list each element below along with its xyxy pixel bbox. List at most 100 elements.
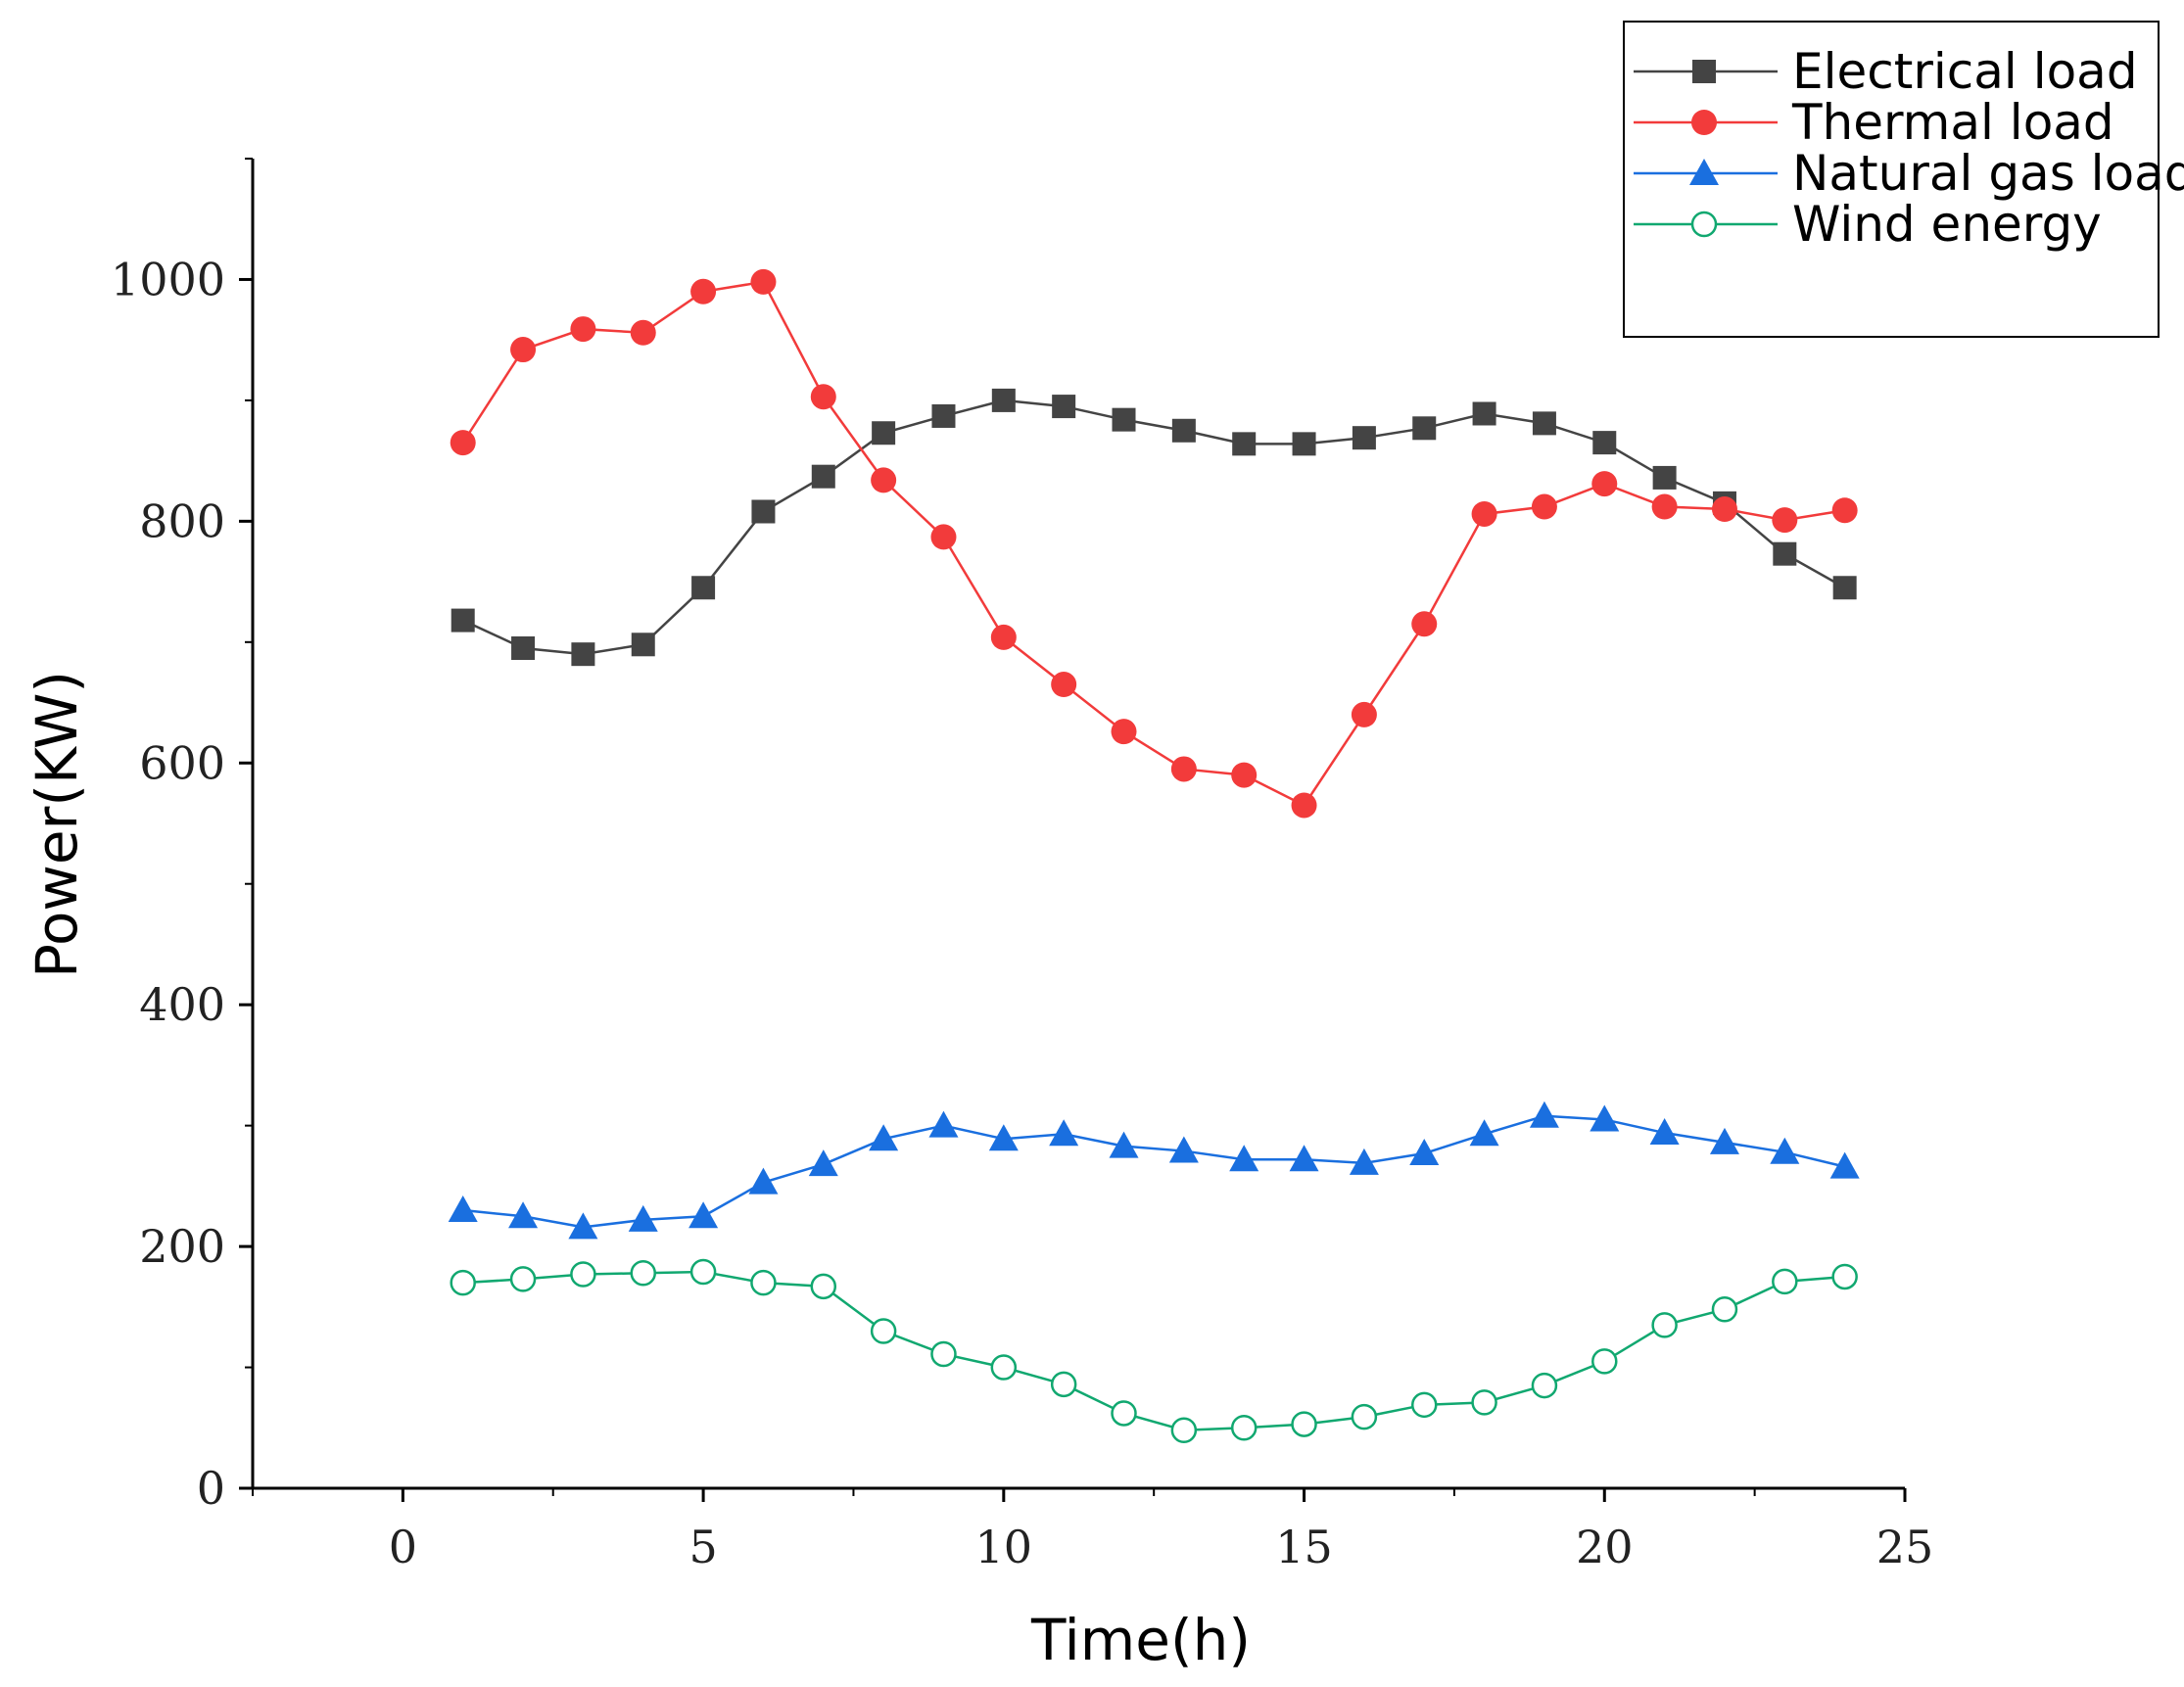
- data-point-wind-energy: [689, 1258, 717, 1286]
- data-point-wind-energy: [1772, 1268, 1798, 1295]
- data-point-thermal-load: [1351, 701, 1377, 727]
- data-point-wind-energy: [1111, 1400, 1137, 1427]
- data-point-thermal-load: [930, 524, 957, 550]
- data-point-thermal-load: [1651, 493, 1678, 520]
- data-point-natural-gas-load: [869, 1124, 899, 1151]
- data-point-wind-energy: [1050, 1371, 1077, 1398]
- data-point-natural-gas-load: [1649, 1118, 1680, 1146]
- y-tick-label: 800: [139, 494, 225, 547]
- data-point-thermal-load: [1531, 493, 1557, 520]
- x-ticks: 0 5 10 15 20 25: [252, 1488, 1933, 1573]
- legend-marker: [1689, 159, 1719, 185]
- legend-marker: [1690, 211, 1718, 238]
- y-tick-label: 1000: [111, 253, 225, 305]
- data-point-natural-gas-load: [1709, 1127, 1739, 1154]
- series-natural-gas-load: [448, 1101, 1860, 1240]
- data-point-thermal-load: [750, 268, 777, 295]
- legend-label: Thermal load: [1791, 94, 2114, 151]
- data-point-thermal-load: [450, 430, 476, 456]
- series-thermal-load: [450, 268, 1858, 819]
- data-point-electrical-load: [931, 403, 956, 428]
- data-point-thermal-load: [1711, 496, 1737, 523]
- data-point-natural-gas-load: [568, 1212, 598, 1240]
- data-point-natural-gas-load: [1529, 1101, 1559, 1128]
- y-tick-label: 600: [139, 736, 225, 789]
- data-point-wind-energy: [810, 1273, 837, 1300]
- data-point-electrical-load: [1052, 395, 1076, 419]
- series-line-thermal-load: [461, 280, 1845, 808]
- y-ticks: 0 200 400 600 800 1000: [111, 158, 253, 1515]
- data-point-wind-energy: [1651, 1312, 1678, 1338]
- data-point-wind-energy: [870, 1318, 897, 1344]
- data-point-thermal-load: [1111, 719, 1137, 745]
- data-point-wind-energy: [1531, 1372, 1558, 1399]
- data-point-electrical-load: [811, 464, 835, 489]
- data-point-thermal-load: [871, 467, 897, 493]
- legend-item-electrical-load: Electrical load: [1634, 43, 2138, 100]
- data-point-electrical-load: [1112, 407, 1136, 432]
- data-point-natural-gas-load: [1049, 1119, 1079, 1147]
- legend-label: Wind energy: [1792, 196, 2102, 253]
- data-point-thermal-load: [690, 278, 717, 305]
- data-point-wind-energy: [1351, 1403, 1378, 1430]
- data-point-natural-gas-load: [628, 1204, 658, 1232]
- plot-area: [448, 268, 1860, 1443]
- data-point-wind-energy: [1471, 1389, 1497, 1416]
- legend-marker: [1692, 60, 1716, 83]
- data-point-natural-gas-load: [1590, 1104, 1620, 1132]
- data-point-wind-energy: [1291, 1411, 1317, 1437]
- data-point-thermal-load: [1591, 471, 1618, 497]
- legend-item-thermal-load: Thermal load: [1634, 94, 2114, 151]
- y-tick-label: 400: [139, 978, 225, 1031]
- data-point-thermal-load: [810, 384, 836, 410]
- data-point-electrical-load: [571, 642, 595, 667]
- data-point-natural-gas-load: [988, 1124, 1019, 1151]
- y-tick-label: 200: [139, 1220, 225, 1273]
- data-point-wind-energy: [509, 1266, 537, 1292]
- data-point-thermal-load: [510, 337, 537, 363]
- data-point-electrical-load: [451, 608, 475, 633]
- data-point-thermal-load: [1231, 762, 1258, 788]
- data-point-electrical-load: [1412, 416, 1437, 441]
- data-point-electrical-load: [691, 576, 716, 600]
- data-point-thermal-load: [990, 624, 1017, 650]
- data-point-electrical-load: [991, 388, 1016, 412]
- data-point-electrical-load: [1472, 401, 1496, 426]
- data-point-electrical-load: [1292, 432, 1316, 456]
- data-point-thermal-load: [570, 316, 596, 343]
- data-point-electrical-load: [1171, 418, 1196, 443]
- legend-item-natural-gas-load: Natural gas load: [1634, 145, 2184, 202]
- data-point-natural-gas-load: [508, 1201, 539, 1229]
- y-axis-title: Power(KW): [24, 671, 90, 978]
- data-point-natural-gas-load: [1829, 1151, 1860, 1179]
- series-line-natural-gas-load: [462, 1114, 1845, 1229]
- data-point-electrical-load: [872, 421, 896, 445]
- data-point-natural-gas-load: [1168, 1136, 1199, 1163]
- data-point-natural-gas-load: [1229, 1145, 1259, 1172]
- data-point-wind-energy: [1591, 1348, 1618, 1375]
- legend-item-wind-energy: Wind energy: [1634, 196, 2102, 253]
- data-point-natural-gas-load: [448, 1195, 478, 1223]
- data-point-wind-energy: [450, 1269, 476, 1296]
- data-point-natural-gas-load: [808, 1149, 838, 1177]
- data-point-electrical-load: [751, 499, 776, 524]
- data-point-electrical-load: [1592, 431, 1617, 455]
- data-point-wind-energy: [990, 1354, 1018, 1381]
- x-tick-label: 5: [688, 1521, 717, 1573]
- data-point-electrical-load: [511, 635, 536, 660]
- x-tick-label: 10: [975, 1521, 1033, 1573]
- data-point-natural-gas-load: [1409, 1139, 1440, 1166]
- data-point-thermal-load: [1291, 792, 1317, 819]
- x-axis-title: Time(h): [1030, 1607, 1251, 1673]
- data-point-wind-energy: [570, 1261, 596, 1288]
- data-point-wind-energy: [630, 1260, 656, 1287]
- data-point-wind-energy: [750, 1269, 777, 1296]
- data-point-wind-energy: [1711, 1296, 1738, 1323]
- axes: 0 200 400 600 800 1000 0 5 10 15 20 25 Time(h) Pow…: [24, 158, 1933, 1673]
- legend-label: Natural gas load: [1792, 145, 2184, 202]
- data-point-natural-gas-load: [928, 1110, 959, 1138]
- data-point-thermal-load: [1411, 611, 1438, 637]
